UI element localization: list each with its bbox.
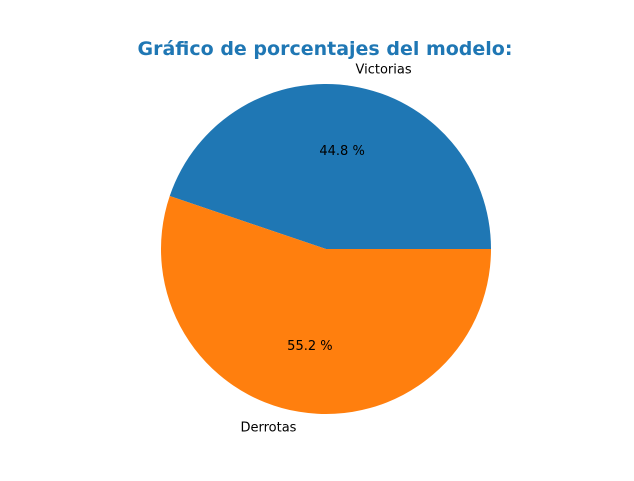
percent-label-derrotas: 55.2 % bbox=[287, 339, 332, 354]
pie-slice-victorias bbox=[169, 83, 492, 250]
percent-label-victorias: 44.8 % bbox=[319, 144, 364, 159]
pie-slice-derrotas bbox=[161, 196, 491, 414]
chart-title: Gráfico de porcentajes del modelo: bbox=[138, 38, 513, 60]
pie-labels: Victorias 44.8 % Derrotas 55.2 % bbox=[240, 62, 411, 435]
slice-label-derrotas: Derrotas bbox=[240, 421, 296, 436]
slice-label-victorias: Victorias bbox=[356, 62, 412, 77]
pie-slices bbox=[161, 83, 492, 414]
